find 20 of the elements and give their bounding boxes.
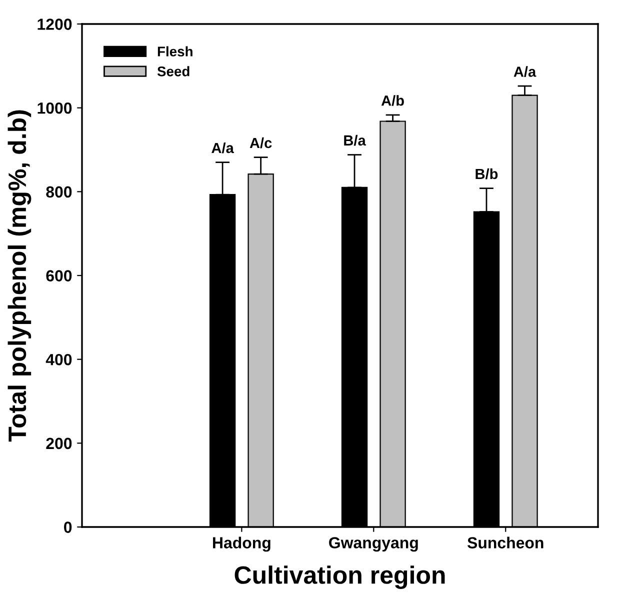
x-axis-title: Cultivation region xyxy=(234,566,445,589)
y-axis-title: Total polyphenol (mg%, d.b) xyxy=(8,110,32,442)
x-tick-label: Gwangyang xyxy=(329,537,418,552)
y-tick-label: 1200 xyxy=(38,18,72,30)
y-tick-label: 0 xyxy=(64,522,72,533)
data-label: A/c xyxy=(250,137,272,148)
y-tick-label: 600 xyxy=(46,270,72,282)
data-label: A/b xyxy=(381,95,404,106)
x-tick-label: Suncheon xyxy=(467,536,544,548)
data-label: B/b xyxy=(476,168,498,180)
data-label: A/a xyxy=(514,66,536,78)
legend-label: Seed xyxy=(157,66,190,76)
legend-label: Flesh xyxy=(158,46,192,56)
y-tick-label: 1000 xyxy=(38,102,72,114)
data-label: A/a xyxy=(212,142,234,154)
y-tick-label: 800 xyxy=(46,186,72,198)
x-tick-label: Hadong xyxy=(213,536,270,552)
data-label: B/a xyxy=(344,134,366,146)
y-tick-label: 400 xyxy=(46,354,72,366)
y-tick-label: 200 xyxy=(46,438,72,450)
